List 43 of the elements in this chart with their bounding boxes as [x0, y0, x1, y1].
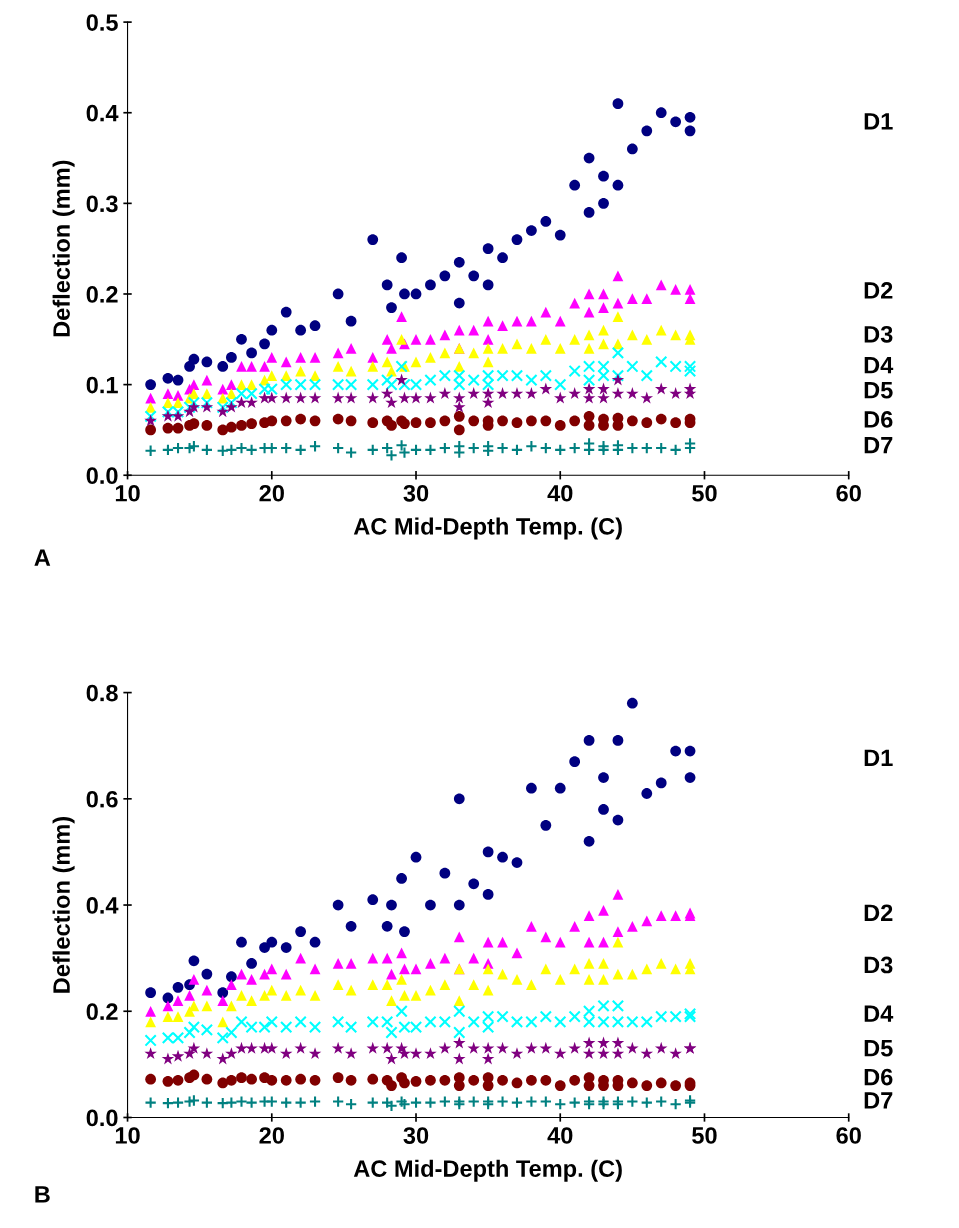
x-tick-label: 40 — [547, 484, 573, 502]
text: D3 — [864, 325, 893, 343]
x-axis-title: AC Mid-Depth Temp. (C) — [353, 517, 622, 540]
x-tick-label: 50 — [692, 1127, 717, 1144]
text: D6 — [864, 411, 893, 428]
y-tick-label: 0.8 — [86, 684, 118, 702]
x-axis-title: AC Mid-Depth Temp. (C) — [353, 1159, 622, 1182]
text: D7 — [864, 437, 893, 454]
x-tick-label: 20 — [259, 484, 284, 502]
y-tick-label: 0.4 — [86, 897, 119, 914]
y-tick-label: 0.0 — [86, 467, 118, 485]
x-tick-label: 30 — [403, 1127, 429, 1144]
y-tick-label: 0.2 — [86, 1003, 118, 1021]
text: A — [34, 549, 51, 566]
y-axis-title: Deflection (mm) — [52, 817, 75, 993]
text: D3 — [864, 956, 893, 974]
text: D5 — [864, 382, 893, 399]
y-tick-label: 0.6 — [86, 790, 118, 808]
text: D1 — [864, 113, 893, 130]
text: D7 — [864, 1092, 893, 1109]
x-tick-label: 50 — [692, 484, 717, 502]
y-tick-label: 0.1 — [86, 376, 118, 394]
x-tick-label: 60 — [836, 484, 861, 502]
text: D4 — [864, 357, 894, 374]
text: D6 — [864, 1068, 893, 1086]
x-tick-label: 40 — [547, 1127, 573, 1144]
x-tick-label: 10 — [115, 484, 140, 502]
text: D2 — [864, 904, 893, 921]
x-tick-label: 10 — [115, 1127, 140, 1144]
y-tick-label: 0.3 — [86, 195, 118, 213]
y-tick-label: 0.0 — [86, 1109, 118, 1127]
text: D1 — [864, 749, 893, 766]
text: D5 — [864, 1040, 893, 1057]
x-tick-label: 20 — [259, 1127, 284, 1144]
y-tick-label: 0.4 — [86, 104, 119, 122]
text: D2 — [864, 282, 893, 299]
text: D4 — [864, 1005, 894, 1022]
y-tick-label: 0.5 — [86, 14, 118, 31]
x-tick-label: 30 — [403, 484, 429, 502]
text: B — [35, 1186, 50, 1203]
x-tick-label: 60 — [836, 1127, 861, 1144]
y-axis-title: Deflection (mm) — [52, 160, 75, 337]
y-tick-label: 0.2 — [86, 286, 118, 303]
